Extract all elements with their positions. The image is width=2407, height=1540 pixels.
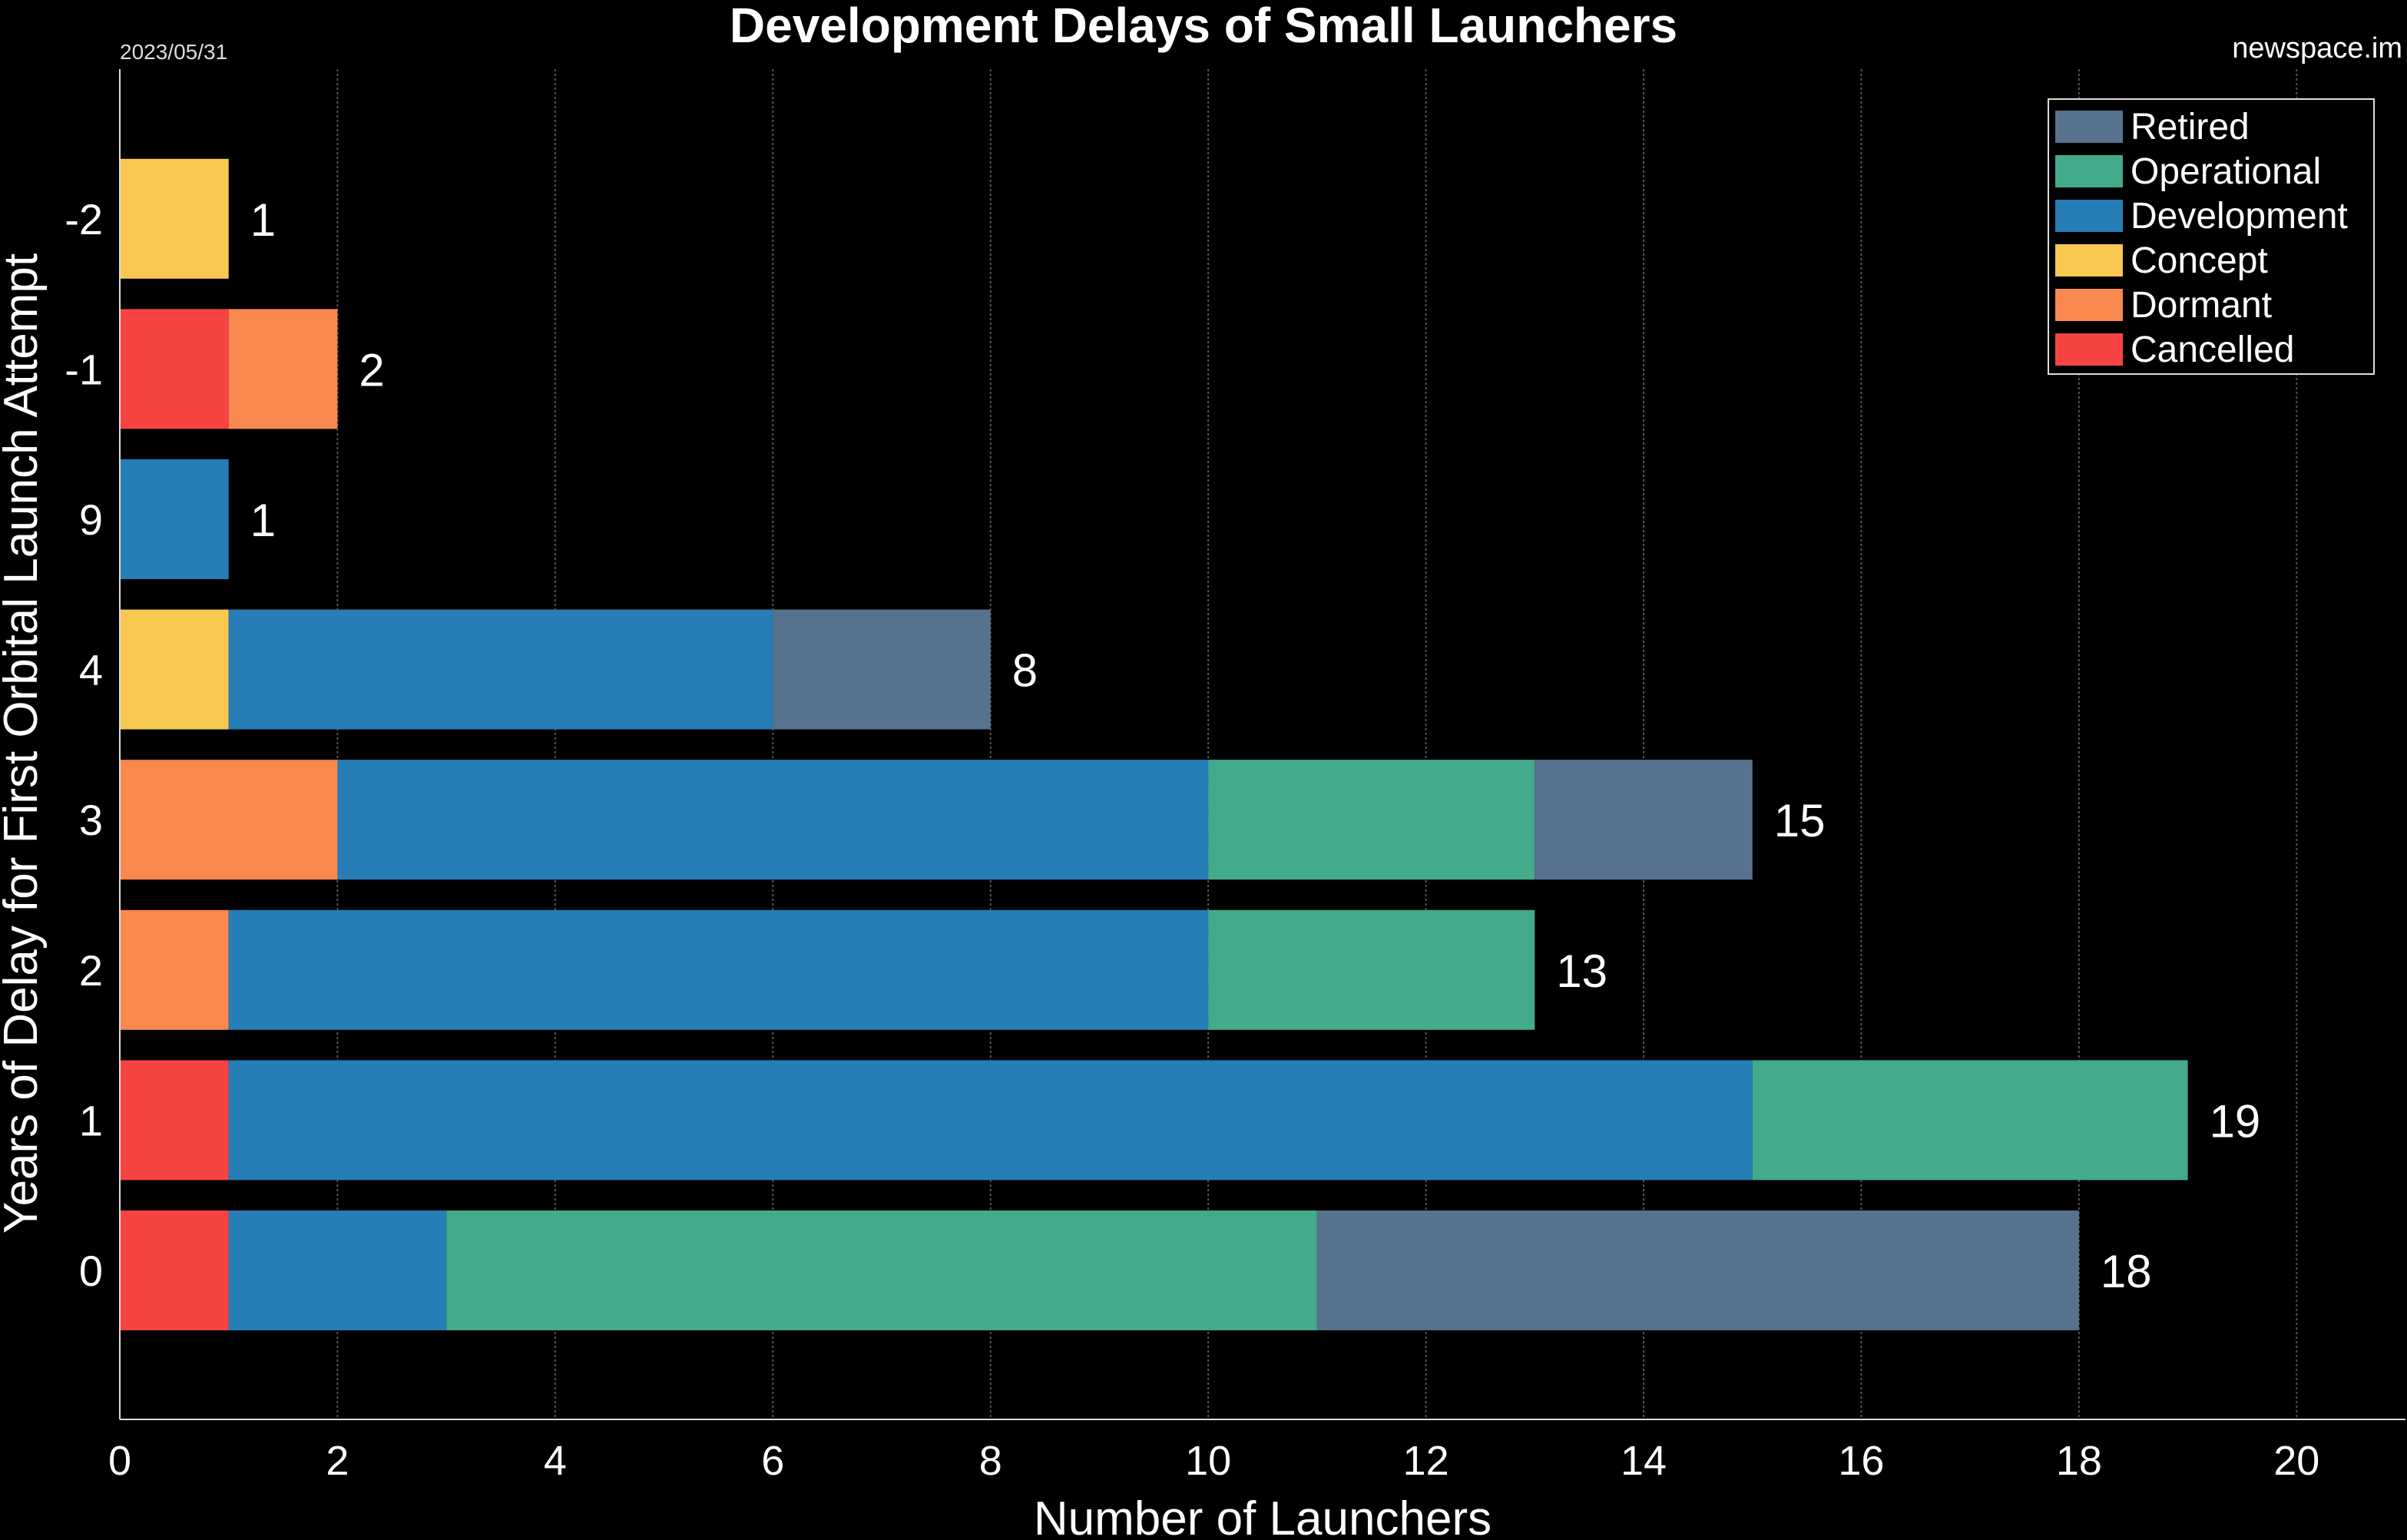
x-tick-label: 12 [1403,1438,1449,1484]
x-tick-label: 18 [2056,1438,2102,1484]
bars-group [120,158,2188,1330]
chart-date: 2023/05/31 [120,40,228,64]
x-tick-label: 14 [1621,1438,1667,1484]
bar-segment-development [228,1060,1753,1181]
bar-segment-retired [773,609,991,730]
chart-title: Development Delays of Small Launchers [729,0,1678,53]
x-axis-label: Number of Launchers [1034,1492,1492,1540]
total-label: 1 [250,495,276,546]
legend-item-dormant: Dormant [2055,283,2272,327]
legend-label: Cancelled [2131,329,2295,370]
legend-item-operational: Operational [2055,149,2321,194]
y-tick-label: -1 [65,345,103,393]
bar-segment-cancelled [120,1210,229,1330]
bar-segment-development [228,1210,447,1330]
legend-item-retired: Retired [2055,104,2250,149]
bar-segment-dormant [120,760,338,880]
legend-swatch [2055,333,2123,366]
legend-label: Development [2131,195,2348,237]
x-tick-label: 2 [326,1438,349,1484]
x-tick-label: 8 [979,1438,1002,1484]
legend-item-cancelled: Cancelled [2055,327,2294,372]
legend-label: Concept [2131,240,2268,281]
x-tick-label: 0 [108,1438,131,1484]
bar-segment-development [337,760,1209,880]
total-label: 15 [1774,795,1826,846]
x-tick-label: 4 [544,1438,567,1484]
total-label: 18 [2101,1246,2152,1297]
total-label: 8 [1012,645,1038,697]
x-tick-label: 6 [761,1438,784,1484]
bar-segment-dormant [120,909,229,1030]
legend-item-development: Development [2055,194,2348,238]
legend-label: Operational [2131,151,2322,192]
bar-segment-retired [1316,1210,2079,1330]
bar-segment-dormant [228,309,338,429]
y-tick-label: 3 [79,796,103,844]
y-axis-label: Years of Delay for First Orbital Launch … [0,253,48,1234]
bar-segment-cancelled [120,1060,229,1181]
x-tick-label: 10 [1185,1438,1231,1484]
legend-swatch [2055,200,2123,232]
total-label: 2 [359,344,384,396]
y-tick-label: 1 [79,1096,103,1144]
bar-segment-operational [1208,909,1535,1030]
bar-segment-operational [1208,760,1535,880]
legend: Retired Operational Development Concept … [2048,98,2375,375]
total-labels-group: 18 19 13 15 8 1 2 1 [250,194,2261,1297]
bar-segment-development [228,909,1209,1030]
legend-swatch [2055,289,2123,321]
bar-segment-operational [446,1210,1317,1330]
legend-label: Dormant [2131,284,2273,326]
total-label: 19 [2210,1095,2261,1147]
total-label: 13 [1556,946,1607,997]
x-tick-label: 20 [2273,1438,2319,1484]
bar-segment-cancelled [120,309,229,429]
bar-segment-concept [120,609,229,730]
legend-swatch [2055,244,2123,277]
bar-segment-development [120,459,229,579]
y-tick-label: 2 [79,946,103,995]
x-tick-label: 16 [1838,1438,1884,1484]
legend-swatch [2055,155,2123,187]
chart-source: newspace.im [2232,32,2402,65]
legend-item-concept: Concept [2055,238,2268,283]
bar-segment-development [228,609,773,730]
grid-lines [336,69,2298,1419]
y-tick-label: 0 [79,1247,103,1295]
legend-label: Retired [2131,106,2250,147]
y-tick-label: 4 [79,646,103,694]
bar-segment-operational [1752,1060,2188,1181]
bar-segment-retired [1535,760,1753,880]
y-tick-label: -2 [65,195,103,243]
bar-segment-concept [120,158,229,279]
legend-swatch [2055,111,2123,143]
total-label: 1 [250,194,276,246]
y-tick-label: 9 [79,495,103,544]
